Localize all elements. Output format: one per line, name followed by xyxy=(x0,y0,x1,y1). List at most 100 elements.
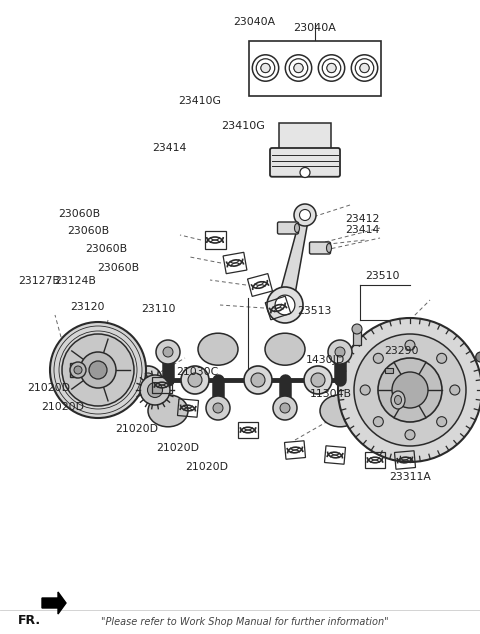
Circle shape xyxy=(50,322,146,418)
Circle shape xyxy=(335,347,345,357)
Circle shape xyxy=(147,382,163,398)
Text: 21020D: 21020D xyxy=(185,462,228,472)
Circle shape xyxy=(352,324,362,334)
Bar xyxy=(365,451,385,469)
Text: 23060B: 23060B xyxy=(67,226,109,236)
Bar xyxy=(278,123,331,150)
Text: 1430JD: 1430JD xyxy=(306,355,346,365)
Circle shape xyxy=(181,366,209,394)
Circle shape xyxy=(280,403,290,413)
Bar xyxy=(223,252,247,274)
Circle shape xyxy=(134,366,162,394)
Text: 23060B: 23060B xyxy=(58,209,100,219)
Circle shape xyxy=(275,295,295,315)
Text: 21030C: 21030C xyxy=(176,367,218,377)
Circle shape xyxy=(373,417,384,427)
Circle shape xyxy=(354,334,466,446)
Bar xyxy=(324,446,346,464)
Ellipse shape xyxy=(320,395,360,427)
Text: 23040A: 23040A xyxy=(294,23,336,33)
Circle shape xyxy=(213,403,223,413)
Text: 23060B: 23060B xyxy=(97,263,139,273)
Text: "Please refer to Work Shop Manual for further information": "Please refer to Work Shop Manual for fu… xyxy=(101,617,389,627)
Bar xyxy=(238,422,258,438)
Text: 23513: 23513 xyxy=(298,306,332,316)
Bar xyxy=(178,399,199,417)
Circle shape xyxy=(80,352,116,388)
Circle shape xyxy=(327,63,336,73)
Text: 23127B: 23127B xyxy=(18,276,60,287)
Bar xyxy=(204,231,226,249)
Circle shape xyxy=(267,287,303,323)
Text: 23060B: 23060B xyxy=(85,244,127,254)
Circle shape xyxy=(392,372,428,408)
Circle shape xyxy=(156,340,180,364)
Text: 23311A: 23311A xyxy=(389,472,431,482)
FancyBboxPatch shape xyxy=(277,222,299,234)
Circle shape xyxy=(368,373,382,387)
Ellipse shape xyxy=(395,396,401,404)
Circle shape xyxy=(261,63,270,73)
Ellipse shape xyxy=(391,391,405,409)
Polygon shape xyxy=(42,592,66,614)
Circle shape xyxy=(437,417,447,427)
Circle shape xyxy=(251,373,265,387)
Text: 23040A: 23040A xyxy=(233,17,276,27)
Circle shape xyxy=(360,63,369,73)
Circle shape xyxy=(311,373,325,387)
Ellipse shape xyxy=(295,224,300,233)
Text: 21020D: 21020D xyxy=(156,443,199,453)
Text: 23110: 23110 xyxy=(141,304,175,314)
Circle shape xyxy=(294,63,303,73)
Circle shape xyxy=(373,353,384,363)
Circle shape xyxy=(361,366,389,394)
Circle shape xyxy=(62,334,134,406)
Circle shape xyxy=(273,396,297,420)
Circle shape xyxy=(304,366,332,394)
Text: FR.: FR. xyxy=(18,614,41,626)
Text: 21020D: 21020D xyxy=(41,402,84,412)
Circle shape xyxy=(141,373,155,387)
Bar xyxy=(78,365,98,375)
Bar xyxy=(265,296,291,320)
Text: 23124B: 23124B xyxy=(54,276,96,287)
Text: 21020D: 21020D xyxy=(27,383,70,393)
Ellipse shape xyxy=(326,243,332,252)
Ellipse shape xyxy=(198,333,238,365)
Bar xyxy=(249,41,381,96)
Bar xyxy=(285,441,305,459)
Circle shape xyxy=(300,209,311,221)
Text: 23414: 23414 xyxy=(152,143,186,153)
Ellipse shape xyxy=(265,333,305,365)
Text: 23414: 23414 xyxy=(346,224,380,235)
Circle shape xyxy=(294,204,316,226)
Bar xyxy=(385,368,393,373)
Circle shape xyxy=(188,373,202,387)
Circle shape xyxy=(378,358,442,422)
Text: 21020D: 21020D xyxy=(115,424,158,434)
Text: 23410G: 23410G xyxy=(178,96,221,107)
Circle shape xyxy=(89,361,107,379)
Bar xyxy=(70,363,78,377)
Circle shape xyxy=(206,396,230,420)
Circle shape xyxy=(244,366,272,394)
Text: 23120: 23120 xyxy=(70,302,105,312)
Ellipse shape xyxy=(148,395,188,427)
Text: 23510: 23510 xyxy=(365,271,399,281)
Circle shape xyxy=(300,167,310,178)
Polygon shape xyxy=(277,214,309,307)
Bar xyxy=(248,274,273,297)
Text: 23410G: 23410G xyxy=(221,121,265,131)
Circle shape xyxy=(450,385,460,395)
Circle shape xyxy=(360,385,370,395)
Circle shape xyxy=(338,318,480,462)
Circle shape xyxy=(405,340,415,350)
Bar xyxy=(152,377,172,394)
Circle shape xyxy=(140,375,170,405)
Text: 23290: 23290 xyxy=(384,346,419,356)
Bar xyxy=(353,329,361,345)
Circle shape xyxy=(163,347,173,357)
FancyBboxPatch shape xyxy=(310,242,331,254)
Circle shape xyxy=(328,340,352,364)
Text: 11304B: 11304B xyxy=(310,389,351,399)
